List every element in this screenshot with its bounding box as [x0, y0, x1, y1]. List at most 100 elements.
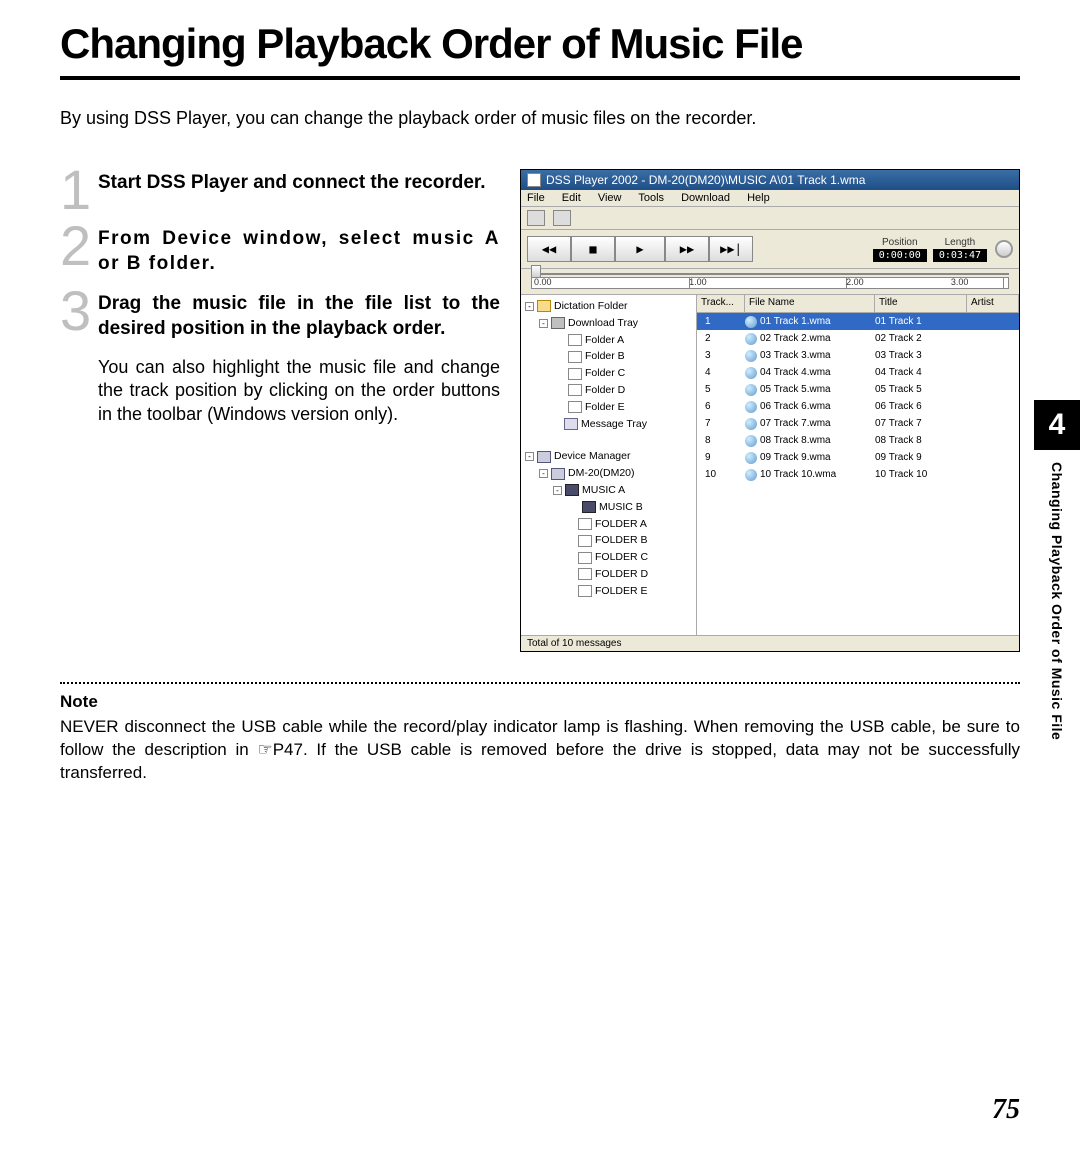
intro-text: By using DSS Player, you can change the … — [60, 108, 1020, 129]
audio-file-icon — [745, 452, 757, 464]
tree-node[interactable]: Folder E — [521, 399, 696, 416]
volume-knob[interactable] — [995, 240, 1013, 258]
separator-dots — [60, 682, 1020, 684]
menu-download[interactable]: Download — [681, 192, 730, 204]
folder-icon — [568, 334, 582, 346]
file-row[interactable]: 404 Track 4.wma04 Track 4 — [697, 364, 1019, 381]
folder-icon — [578, 585, 592, 597]
col-track[interactable]: Track... — [697, 295, 745, 312]
step-text: From Device window, select music A or B … — [98, 225, 500, 276]
chapter-title-vertical: Changing Playback Order of Music File — [1049, 462, 1065, 740]
menubar[interactable]: File Edit View Tools Download Help — [521, 190, 1019, 207]
note-heading: Note — [60, 692, 1020, 712]
play-button[interactable]: ▶ — [615, 236, 665, 262]
tree-node[interactable]: FOLDER A — [521, 516, 696, 533]
window-titlebar[interactable]: DSS Player 2002 - DM-20(DM20)\MUSIC A\01… — [521, 170, 1019, 190]
position-slider[interactable] — [521, 269, 1019, 277]
position-display: Position 0:00:00 — [873, 237, 927, 262]
folder-icon — [568, 351, 582, 363]
step-3-body: You can also highlight the music file an… — [98, 356, 500, 426]
menu-view[interactable]: View — [598, 192, 622, 204]
stop-button[interactable]: ■ — [571, 236, 615, 262]
audio-file-icon — [745, 418, 757, 430]
folder-icon — [578, 518, 592, 530]
tree-node[interactable]: -MUSIC A — [521, 482, 696, 499]
audio-file-icon — [745, 316, 757, 328]
file-row[interactable]: 707 Track 7.wma07 Track 7 — [697, 415, 1019, 432]
folder-icon — [568, 384, 582, 396]
folder-icon — [564, 418, 578, 430]
screenshot-window: DSS Player 2002 - DM-20(DM20)\MUSIC A\01… — [520, 169, 1020, 652]
tree-node[interactable]: Folder D — [521, 382, 696, 399]
folder-icon — [551, 468, 565, 480]
toolbar — [521, 207, 1019, 230]
file-row[interactable]: 606 Track 6.wma06 Track 6 — [697, 398, 1019, 415]
file-row[interactable]: 101 Track 1.wma01 Track 1 — [697, 313, 1019, 330]
length-display: Length 0:03:47 — [933, 237, 987, 262]
folder-icon — [578, 535, 592, 547]
step-text: Start DSS Player and connect the recorde… — [98, 169, 486, 211]
folder-icon — [582, 501, 596, 513]
file-row[interactable]: 202 Track 2.wma02 Track 2 — [697, 330, 1019, 347]
menu-tools[interactable]: Tools — [638, 192, 664, 204]
folder-icon — [537, 451, 551, 463]
audio-file-icon — [745, 350, 757, 362]
col-title[interactable]: Title — [875, 295, 967, 312]
folder-icon — [565, 484, 579, 496]
rewind-button[interactable]: ◀◀ — [527, 236, 571, 262]
col-filename[interactable]: File Name — [745, 295, 875, 312]
tree-node[interactable]: Message Tray — [521, 416, 696, 433]
tree-node[interactable]: FOLDER C — [521, 549, 696, 566]
app-icon — [527, 173, 541, 187]
audio-file-icon — [745, 469, 757, 481]
audio-file-icon — [745, 401, 757, 413]
folder-icon — [537, 300, 551, 312]
toolbar-icon[interactable] — [553, 210, 571, 226]
menu-file[interactable]: File — [527, 192, 545, 204]
tree-node[interactable]: FOLDER D — [521, 566, 696, 583]
folder-icon — [568, 368, 582, 380]
tree-node[interactable]: FOLDER B — [521, 532, 696, 549]
folder-tree[interactable]: -Dictation Folder-Download TrayFolder AF… — [521, 295, 697, 635]
file-list-header[interactable]: Track... File Name Title Artist — [697, 295, 1019, 313]
step-number: 1 — [60, 169, 98, 211]
chapter-number: 4 — [1034, 400, 1080, 450]
tree-node[interactable]: -DM-20(DM20) — [521, 465, 696, 482]
step-3: 3 Drag the music file in the file list t… — [60, 290, 500, 341]
chapter-tab: 4 Changing Playback Order of Music File — [1034, 400, 1080, 740]
time-ruler: 0.00 1.00 2.00 3.00 — [521, 277, 1019, 295]
menu-edit[interactable]: Edit — [562, 192, 581, 204]
tree-node[interactable]: Folder A — [521, 332, 696, 349]
audio-file-icon — [745, 367, 757, 379]
step-number: 2 — [60, 225, 98, 276]
page-number: 75 — [992, 1094, 1020, 1126]
steps-column: 1 Start DSS Player and connect the recor… — [60, 169, 500, 652]
page-title: Changing Playback Order of Music File — [60, 20, 1020, 80]
tree-node[interactable]: Folder C — [521, 365, 696, 382]
step-2: 2 From Device window, select music A or … — [60, 225, 500, 276]
tree-node[interactable]: -Dictation Folder — [521, 298, 696, 315]
audio-file-icon — [745, 333, 757, 345]
toolbar-icon[interactable] — [527, 210, 545, 226]
file-row[interactable]: 1010 Track 10.wma10 Track 10 — [697, 466, 1019, 483]
tree-node[interactable]: FOLDER E — [521, 583, 696, 600]
file-row[interactable]: 303 Track 3.wma03 Track 3 — [697, 347, 1019, 364]
transport-bar: ◀◀ ■ ▶ ▶▶ ▶▶| Position 0:00:00 Length 0:… — [521, 230, 1019, 269]
tree-node[interactable]: MUSIC B — [521, 499, 696, 516]
menu-help[interactable]: Help — [747, 192, 770, 204]
tree-node[interactable]: -Device Manager — [521, 448, 696, 465]
skip-button[interactable]: ▶▶| — [709, 236, 753, 262]
col-artist[interactable]: Artist — [967, 295, 1019, 312]
tree-node[interactable]: Folder B — [521, 348, 696, 365]
folder-icon — [551, 317, 565, 329]
audio-file-icon — [745, 384, 757, 396]
audio-file-icon — [745, 435, 757, 447]
file-row[interactable]: 505 Track 5.wma05 Track 5 — [697, 381, 1019, 398]
file-row[interactable]: 808 Track 8.wma08 Track 8 — [697, 432, 1019, 449]
folder-icon — [578, 552, 592, 564]
tree-node[interactable]: -Download Tray — [521, 315, 696, 332]
status-bar: Total of 10 messages — [521, 635, 1019, 651]
ff-button[interactable]: ▶▶ — [665, 236, 709, 262]
file-list[interactable]: Track... File Name Title Artist 101 Trac… — [697, 295, 1019, 635]
file-row[interactable]: 909 Track 9.wma09 Track 9 — [697, 449, 1019, 466]
